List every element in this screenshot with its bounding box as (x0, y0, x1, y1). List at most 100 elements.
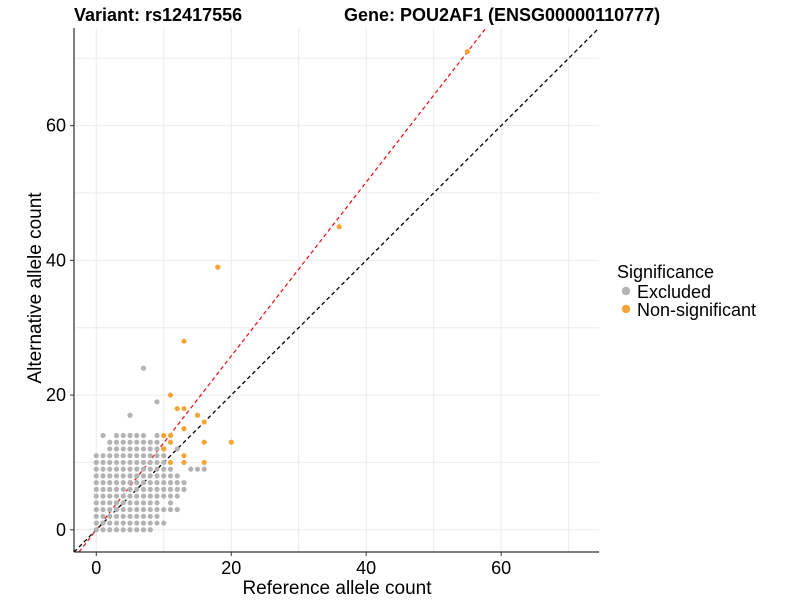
excluded-point (140, 446, 147, 452)
excluded-point (113, 527, 120, 533)
excluded-point (120, 480, 126, 486)
excluded-point (120, 527, 126, 533)
excluded-point (127, 453, 133, 459)
non-significant-point (167, 439, 174, 445)
excluded-point (147, 527, 153, 533)
excluded-point (93, 473, 99, 479)
excluded-point (120, 439, 126, 445)
excluded-point (113, 493, 120, 499)
excluded-point (154, 399, 160, 405)
excluded-point (174, 480, 180, 486)
excluded-point (93, 493, 99, 499)
excluded-point (154, 493, 160, 499)
non-significant-point (167, 432, 174, 439)
excluded-point (154, 520, 160, 526)
excluded-point (120, 493, 126, 499)
excluded-point (154, 500, 160, 506)
excluded-point (140, 480, 147, 486)
excluded-point (107, 486, 113, 492)
excluded-point (113, 432, 120, 439)
excluded-point (181, 486, 187, 492)
excluded-point (127, 500, 133, 506)
excluded-point (140, 486, 147, 492)
excluded-point (154, 486, 160, 492)
excluded-point (161, 473, 167, 479)
excluded-point (107, 513, 113, 519)
excluded-point (140, 500, 147, 506)
x-tick-label: 0 (91, 558, 101, 578)
excluded-point (147, 439, 153, 445)
excluded-point (127, 527, 133, 533)
excluded-point (161, 459, 167, 466)
excluded-point (107, 466, 113, 472)
axes: 0 20 40 60 0 20 40 60 (46, 28, 599, 578)
non-significant-point (215, 264, 221, 270)
excluded-point (107, 480, 113, 486)
excluded-point (194, 466, 201, 472)
y-tick-label: 60 (46, 116, 66, 136)
non-significant-point (167, 392, 174, 398)
excluded-point (154, 473, 160, 479)
excluded-point (107, 506, 113, 513)
legend: Significance Excluded Non-significant (617, 262, 756, 320)
excluded-point (127, 446, 133, 452)
excluded-point (140, 459, 147, 466)
excluded-point (161, 486, 167, 492)
excluded-point (113, 513, 120, 519)
chart-title-variant: Variant: rs12417556 (74, 5, 242, 25)
excluded-point (93, 500, 99, 506)
excluded-point (120, 513, 126, 519)
excluded-point (107, 493, 113, 499)
non-significant-point (181, 426, 187, 432)
excluded-point (134, 493, 140, 499)
excluded-point (134, 486, 140, 492)
excluded-point (93, 459, 99, 466)
excluded-point (134, 527, 140, 533)
excluded-point (127, 459, 133, 466)
excluded-point (140, 432, 147, 439)
excluded-point (100, 513, 106, 519)
excluded-point (147, 473, 153, 479)
data-points (93, 48, 471, 533)
x-tick-label: 60 (491, 558, 511, 578)
excluded-point (147, 446, 153, 452)
legend-title: Significance (617, 262, 714, 282)
excluded-point (120, 473, 126, 479)
excluded-point (174, 506, 180, 513)
excluded-point (147, 520, 153, 526)
excluded-point (134, 432, 140, 439)
excluded-point (127, 493, 133, 499)
y-axis-title: Alternative allele count (25, 192, 46, 384)
excluded-point (93, 513, 99, 519)
excluded-point (127, 432, 133, 439)
excluded-point (113, 459, 120, 466)
non-significant-point (201, 459, 207, 466)
legend-swatch-non-significant (621, 304, 631, 314)
excluded-point (127, 513, 133, 519)
excluded-point (107, 453, 113, 459)
legend-label-excluded: Excluded (637, 282, 711, 302)
excluded-point (100, 432, 106, 439)
excluded-point (181, 480, 187, 486)
excluded-point (113, 473, 120, 479)
non-significant-point (201, 419, 207, 425)
excluded-point (174, 446, 180, 452)
excluded-point (167, 466, 174, 472)
excluded-point (120, 446, 126, 452)
excluded-point (154, 466, 160, 472)
excluded-point (174, 486, 180, 492)
legend-label-non-significant: Non-significant (637, 300, 756, 320)
non-significant-point (174, 405, 180, 412)
excluded-point (120, 506, 126, 513)
non-significant-point (181, 405, 187, 412)
excluded-point (107, 473, 113, 479)
non-significant-point (181, 453, 187, 459)
excluded-point (161, 493, 167, 499)
excluded-point (140, 520, 147, 526)
excluded-point (134, 500, 140, 506)
fitted-reference-line (78, 27, 487, 553)
excluded-point (93, 480, 99, 486)
excluded-point (127, 412, 133, 418)
excluded-point (134, 520, 140, 526)
